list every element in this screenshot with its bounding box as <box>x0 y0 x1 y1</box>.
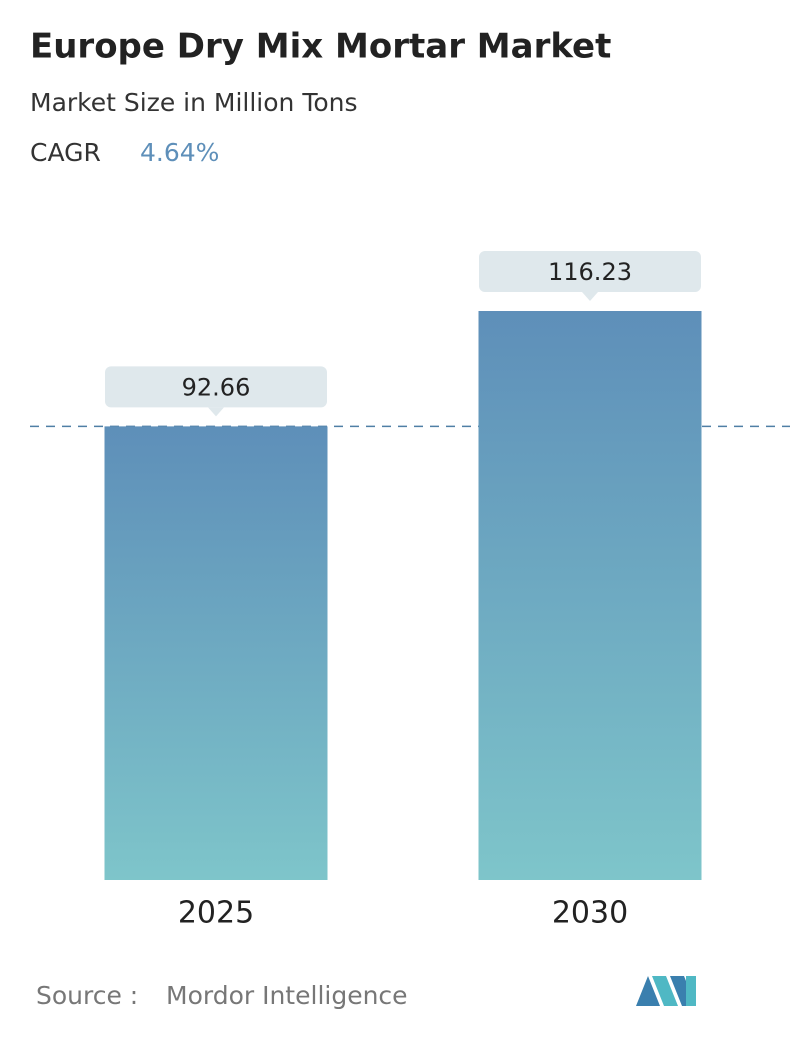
value-label-pointer <box>208 407 224 417</box>
value-label-bubble <box>479 251 701 292</box>
chart-subtitle: Market Size in Million Tons <box>30 88 358 117</box>
cagr-value: 4.64% <box>140 138 219 167</box>
value-label: 92.66 <box>182 373 251 401</box>
value-label-pointer <box>582 292 598 301</box>
source: Mordor Intelligence <box>166 981 408 1010</box>
x-tick-label: 2030 <box>552 896 628 931</box>
x-tick-label: 2025 <box>178 896 254 931</box>
cagr-label: CAGR <box>30 138 101 167</box>
source-label: Source : <box>36 981 138 1010</box>
bar <box>478 311 702 880</box>
value-label-bubble <box>105 366 327 408</box>
chart-title: Europe Dry Mix Mortar Market <box>30 27 611 67</box>
value-label: 116.23 <box>548 258 632 286</box>
bar <box>104 426 328 880</box>
logo <box>636 976 696 1006</box>
